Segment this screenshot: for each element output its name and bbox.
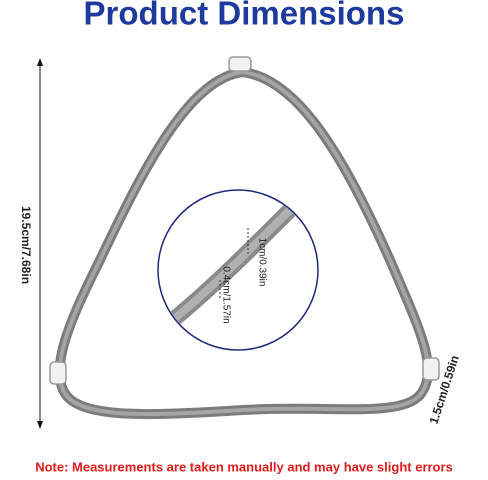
zoom-inset (157, 189, 319, 351)
band-thickness-label: 0.4cm/1.57in (220, 266, 231, 323)
note: Note: Measurements are taken manually an… (35, 459, 453, 474)
height-label: 19.5cm/7.68in (19, 206, 33, 284)
title: Product Dimensions (84, 0, 405, 32)
band-width-label: 1cm/0.39in (256, 238, 267, 287)
rollers (49, 56, 440, 385)
turntable-ring (54, 67, 433, 420)
